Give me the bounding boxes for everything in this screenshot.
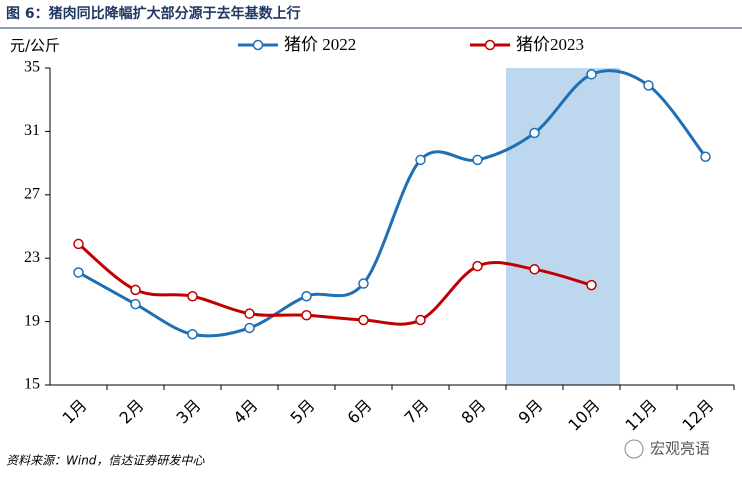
- y-tick-label: 35: [24, 59, 40, 76]
- x-tick-label: 7月: [401, 396, 433, 428]
- data-point: [700, 151, 711, 163]
- y-tick-label: 19: [24, 312, 40, 329]
- legend-label: 猪价2023: [516, 35, 584, 54]
- data-point: [529, 264, 540, 275]
- data-point: [643, 80, 654, 91]
- series-line: [77, 242, 592, 326]
- source: 资料来源：Wind，信达证券研发中心: [6, 454, 205, 468]
- data-point: [472, 154, 483, 166]
- data-point: [187, 329, 198, 340]
- data-point: [301, 290, 312, 302]
- data-point: [358, 278, 369, 289]
- x-tick-label: 5月: [287, 396, 319, 428]
- x-tick-label: 6月: [344, 396, 376, 428]
- data-point: [130, 298, 141, 310]
- data-point: [415, 154, 426, 166]
- data-point: [586, 279, 597, 291]
- y-tick-label: 15: [24, 376, 40, 393]
- legend-marker: [252, 39, 264, 51]
- data-point: [244, 322, 255, 334]
- data-point: [73, 267, 84, 278]
- data-point: [301, 310, 312, 321]
- data-point: [244, 308, 255, 319]
- x-tick-label: 1月: [59, 396, 91, 428]
- x-tick-label: 2月: [116, 396, 148, 428]
- y-axis-label: 元/公斤: [10, 37, 60, 55]
- x-tick-label: 11月: [621, 396, 660, 435]
- watermark: 宏观亮语: [650, 440, 710, 458]
- x-tick-label: 10月: [564, 396, 603, 435]
- y-tick-label: 23: [24, 249, 40, 266]
- highlight-band: [506, 68, 620, 385]
- x-tick-label: 3月: [173, 396, 205, 428]
- data-point: [415, 314, 426, 326]
- data-point: [73, 238, 84, 250]
- data-point: [187, 290, 198, 302]
- x-tick-label: 9月: [515, 396, 547, 428]
- y-tick-label: 31: [24, 122, 40, 139]
- data-point: [529, 127, 540, 139]
- x-tick-label: 4月: [230, 396, 262, 428]
- data-point: [586, 69, 597, 80]
- legend-marker: [484, 39, 496, 51]
- x-tick-label: 8月: [458, 396, 490, 428]
- data-point: [358, 314, 369, 326]
- data-point: [472, 260, 483, 272]
- x-tick-label: 12月: [678, 396, 717, 435]
- data-point: [130, 284, 141, 296]
- chart-title: 图 6：猪肉同比降幅扩大部分源于去年基数上行: [6, 5, 301, 22]
- legend-label: 猪价 2022: [284, 35, 356, 54]
- watermark-icon: [624, 439, 644, 459]
- y-tick-label: 27: [24, 185, 40, 202]
